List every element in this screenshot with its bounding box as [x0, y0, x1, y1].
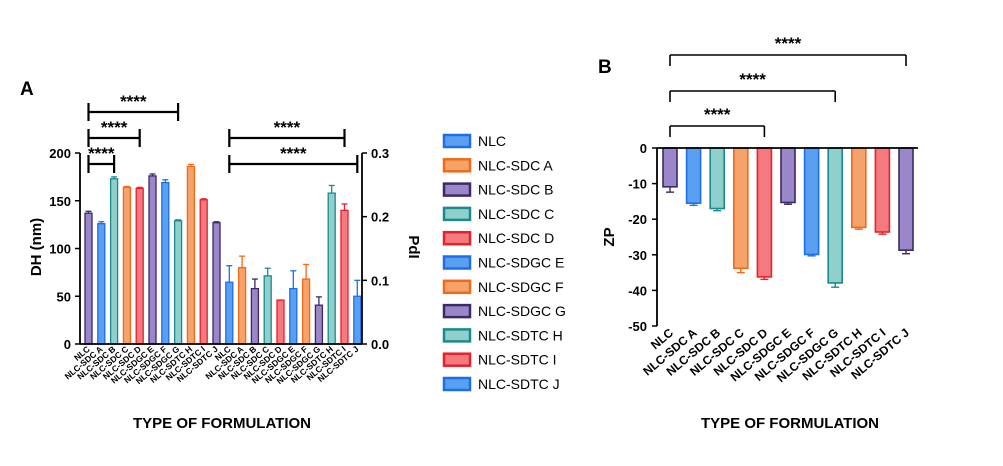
legend-label: NLC-SDTC I [478, 352, 557, 368]
significance-label: **** [775, 34, 802, 53]
panel-b-bars [662, 147, 914, 288]
y-tick-label: -30 [628, 248, 647, 263]
legend-label: NLC-SDC B [478, 182, 553, 198]
panel-b-axes [656, 147, 918, 326]
pdi-bar [250, 287, 260, 345]
zp-bar [874, 147, 891, 233]
legend-label: NLC-SDTC J [478, 376, 560, 392]
zp-bar [898, 147, 914, 251]
zp-bar [709, 147, 726, 210]
pdi-bar [327, 192, 336, 345]
significance-label: **** [274, 118, 301, 137]
panel-b: B ZP TYPE OF FORMULATION 0 -10 -20 -30 -40 -5… [598, 34, 918, 432]
significance-label: **** [704, 105, 731, 124]
y2-tick-label: 0.1 [371, 273, 389, 288]
panel-a-letter: A [20, 79, 34, 100]
pdi-bar [237, 266, 247, 345]
y-tick-label: -20 [628, 212, 647, 227]
panel-a-significance: **** **** **** **** **** [87, 92, 359, 173]
y-tick-label: 0 [64, 337, 71, 352]
zp-bar [780, 147, 796, 204]
y-tick-label: -10 [628, 177, 647, 192]
dh-bar [199, 199, 208, 345]
pdi-bar [263, 275, 272, 345]
legend-swatch [442, 376, 472, 392]
dh-bar [109, 178, 119, 345]
y-tick-label: 0 [640, 141, 647, 156]
panel-a-bars [84, 163, 362, 345]
y2-tick-label: 0.3 [371, 146, 389, 161]
legend: NLC NLC-SDC A NLC-SDC B NLC-SDC C NLC-SDC D N… [442, 133, 566, 392]
panel-a-axes [79, 153, 363, 345]
legend-label: NLC [478, 133, 506, 149]
y2-tick-label: 0.0 [371, 337, 389, 352]
pdi-bar [276, 299, 285, 345]
legend-swatch [442, 133, 472, 149]
dh-bar [161, 181, 170, 345]
panel-a: A DH (nm) PdI TYPE OF FORMULATION 0 50 100… [20, 79, 422, 432]
dh-bar [84, 212, 93, 345]
dh-bar [148, 175, 157, 345]
y-tick-label: 200 [49, 146, 71, 161]
pdi-bar [340, 209, 349, 345]
panel-b-x-axis-label: TYPE OF FORMULATION [701, 415, 879, 432]
y2-tick-label: 0.2 [371, 210, 389, 225]
legend-swatch [442, 182, 472, 197]
legend-swatch [442, 158, 472, 173]
legend-swatch [442, 206, 472, 222]
dh-bar [97, 223, 106, 345]
legend-swatch [442, 328, 472, 343]
significance-label: **** [101, 118, 128, 137]
panel-b-ticks: 0 -10 -20 -30 -40 -50 [628, 141, 657, 334]
panel-b-y-axis-label: ZP [601, 227, 618, 246]
dh-bar [122, 186, 132, 345]
pdi-bar [225, 281, 234, 345]
panel-a-ticks: 0 50 100 150 200 0.0 0.1 0.2 0.3 [49, 146, 389, 352]
legend-label: NLC-SDTC H [478, 327, 563, 343]
pdi-bar [301, 278, 311, 345]
legend-label: NLC-SDC D [478, 230, 554, 246]
y-tick-label: -40 [628, 283, 647, 298]
panel-a-x-axis-label: TYPE OF FORMULATION [133, 415, 311, 432]
legend-swatch [442, 279, 472, 295]
legend-label: NLC-SDGC G [478, 303, 566, 319]
dh-bar [173, 220, 183, 345]
panel-b-letter: B [598, 57, 612, 78]
legend-swatch [442, 255, 472, 270]
significance-label: **** [120, 92, 147, 111]
legend-label: NLC-SDGC F [478, 279, 564, 295]
pdi-bar [289, 287, 298, 345]
dh-bar [135, 187, 144, 345]
legend-label: NLC-SDGC E [478, 255, 564, 271]
panel-b-significance: **** **** **** [669, 34, 907, 137]
zp-bar [850, 147, 867, 229]
zp-bar [662, 147, 678, 188]
zp-bar [803, 147, 820, 256]
panel-a-y2-axis-label: PdI [405, 235, 422, 258]
y-tick-label: -50 [628, 319, 647, 334]
legend-label: NLC-SDC C [478, 206, 554, 222]
zp-bar [827, 147, 844, 284]
significance-label: **** [88, 144, 115, 163]
dh-bar [186, 165, 196, 345]
panel-a-y-axis-label: DH (nm) [28, 218, 45, 276]
zp-bar [756, 147, 773, 278]
significance-label: **** [739, 70, 766, 89]
significance-label: **** [280, 144, 307, 163]
y-tick-label: 150 [49, 194, 71, 209]
y-tick-label: 50 [57, 289, 71, 304]
legend-swatch [442, 352, 472, 367]
legend-swatch [442, 303, 472, 319]
legend-label: NLC-SDC A [478, 157, 553, 173]
dh-bar [212, 222, 221, 345]
legend-swatch [442, 230, 472, 246]
pdi-bar [314, 304, 324, 345]
y-tick-label: 100 [49, 242, 71, 257]
zp-bar [685, 147, 702, 204]
pdi-bar [353, 295, 362, 345]
zp-bar [732, 147, 749, 270]
